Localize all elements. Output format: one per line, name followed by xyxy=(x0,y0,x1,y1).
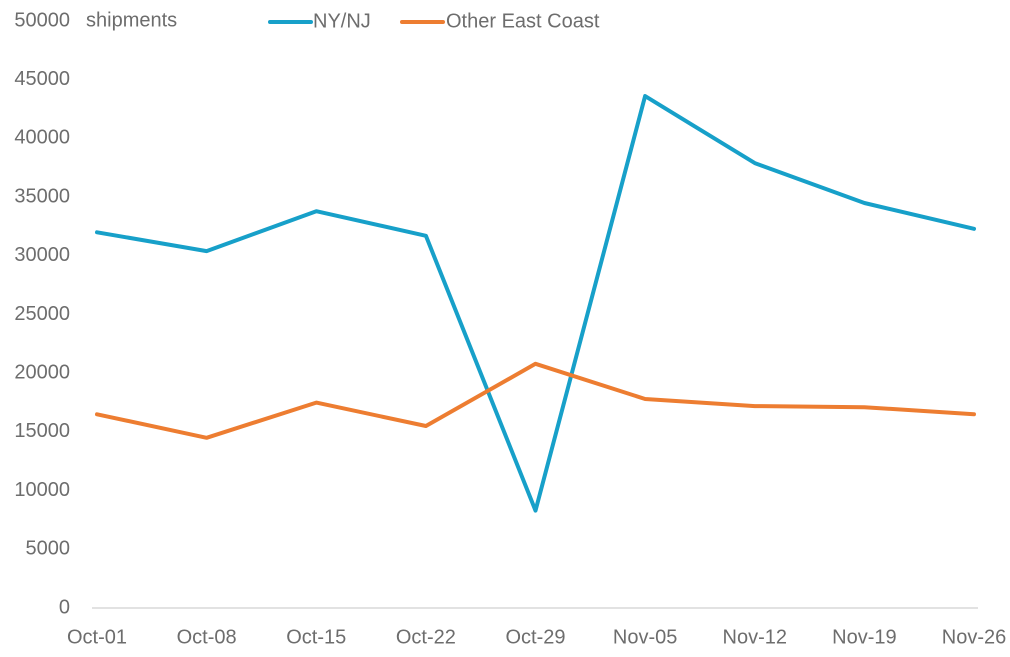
y-unit-label: shipments xyxy=(86,9,177,31)
x-tick-label: Nov-19 xyxy=(832,626,896,648)
x-tick-label: Oct-15 xyxy=(286,626,346,648)
legend-label: Other East Coast xyxy=(446,10,600,32)
x-tick-label: Oct-22 xyxy=(396,626,456,648)
x-tick-label: Oct-29 xyxy=(505,626,565,648)
y-tick-label: 25000 xyxy=(14,303,70,325)
x-tick-label: Oct-08 xyxy=(177,626,237,648)
y-tick-label: 5000 xyxy=(26,538,71,560)
y-tick-label: 15000 xyxy=(14,420,70,442)
legend-label: NY/NJ xyxy=(313,10,371,32)
y-tick-label: 50000 xyxy=(14,9,70,31)
y-tick-label: 0 xyxy=(59,596,70,618)
legend: NY/NJ Other East Coast xyxy=(268,10,600,32)
series-lines xyxy=(95,94,976,513)
x-tick-label: Nov-26 xyxy=(942,626,1006,648)
y-tick-label: 35000 xyxy=(14,185,70,207)
series-line-other-east-coast xyxy=(95,361,976,440)
y-axis-tick-labels: 0 5000 10000 15000 20000 25000 30000 35000 40000… xyxy=(14,9,70,618)
x-axis-tick-labels: Oct-01 Oct-08 Oct-15 Oct-22 Oct-29 Nov-05 Nov-… xyxy=(67,626,1006,648)
x-tick-label: Oct-01 xyxy=(67,626,127,648)
y-tick-label: 45000 xyxy=(14,68,70,90)
legend-item: Other East Coast xyxy=(400,10,600,32)
y-tick-label: 30000 xyxy=(14,244,70,266)
x-tick-label: Nov-05 xyxy=(613,626,677,648)
series-line-ny-nj xyxy=(95,94,976,513)
x-tick-label: Nov-12 xyxy=(723,626,787,648)
y-tick-label: 10000 xyxy=(14,479,70,501)
y-tick-label: 40000 xyxy=(14,127,70,149)
y-tick-label: 20000 xyxy=(14,361,70,383)
legend-item: NY/NJ xyxy=(268,10,371,32)
